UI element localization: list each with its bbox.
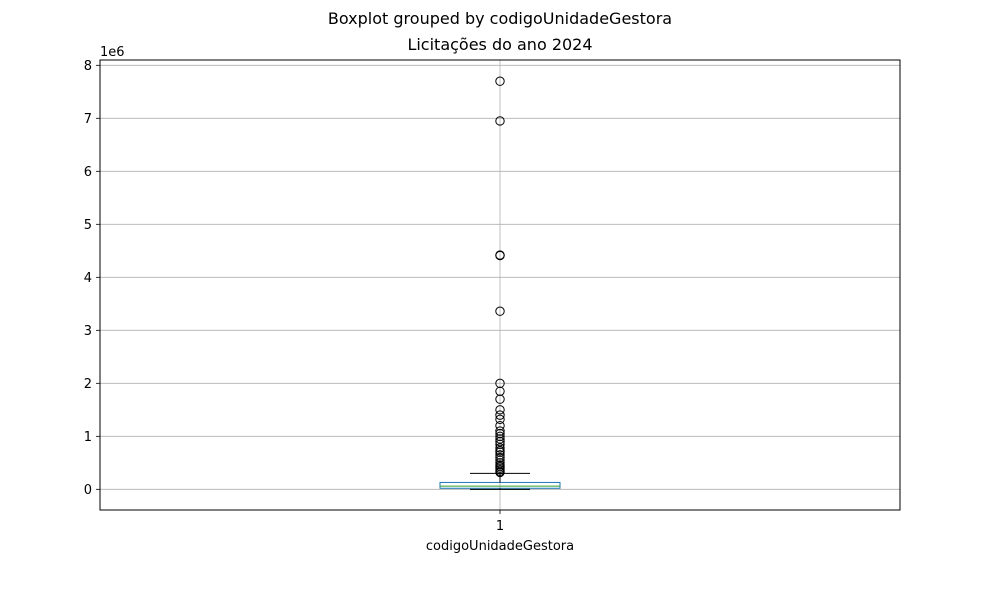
box-layer: [439, 76, 561, 490]
y-tick-label: 4: [84, 271, 92, 286]
outlier-point: [495, 394, 505, 404]
outlier-point: [495, 452, 505, 463]
outlier-point: [495, 116, 505, 126]
y-tick-label: 7: [84, 112, 92, 127]
x-tick-label: 1: [496, 519, 504, 534]
outlier-point: [495, 405, 505, 415]
grid-layer: [100, 60, 900, 510]
outlier-point: [495, 250, 505, 261]
outlier-point: [495, 434, 505, 444]
chart-suptitle: Boxplot grouped by codigoUnidadeGestora: [327, 9, 673, 28]
tick-layer: 0 1 2 3 4 5 6 7 8 1: [84, 59, 504, 534]
outlier-point: [495, 410, 505, 420]
box-group: [439, 76, 561, 490]
y-tick-label: 8: [84, 59, 92, 74]
x-axis-label: codigoUnidadeGestora: [426, 539, 574, 554]
y-tick-label: 0: [84, 483, 92, 498]
y-tick-label: 6: [84, 165, 92, 180]
outlier-point: [495, 306, 505, 316]
y-tick-label: 2: [84, 377, 92, 392]
outlier-point: [495, 443, 505, 453]
outlier-point: [495, 467, 505, 478]
outlier-point: [495, 436, 505, 447]
outlier-point: [495, 414, 505, 425]
y-offset-label: 1e6: [100, 45, 125, 60]
y-tick-label: 3: [84, 324, 92, 339]
y-tick-label: 5: [84, 218, 92, 233]
chart-title: Licitações do ano 2024: [407, 35, 593, 54]
outlier-point: [495, 76, 505, 86]
y-tick-label: 1: [84, 430, 92, 445]
